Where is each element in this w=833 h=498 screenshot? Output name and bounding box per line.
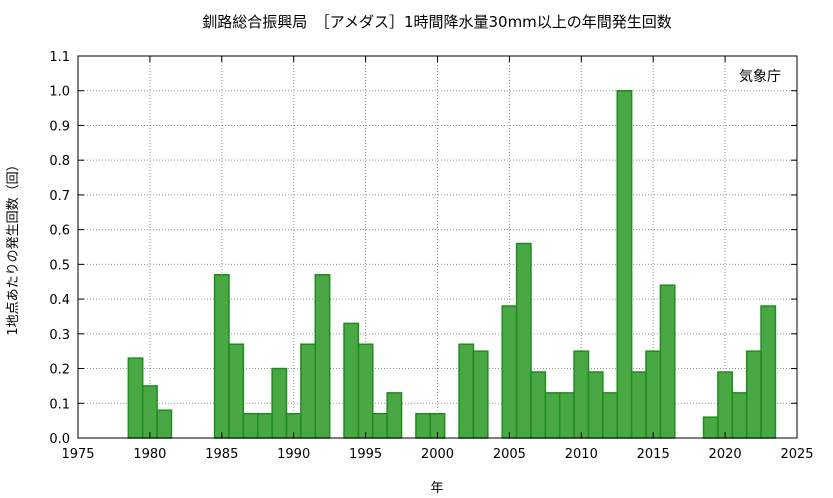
- x-tick-label: 2025: [780, 447, 813, 462]
- bar-1979: [127, 357, 144, 439]
- bar-2010: [573, 350, 590, 439]
- bar-1995: [357, 343, 374, 439]
- x-tick-label: 1985: [205, 447, 238, 462]
- bar-2009: [558, 392, 575, 439]
- bar-2020: [717, 371, 734, 439]
- y-tick-labels: 0.0 0.1 0.2 0.3 0.4 0.5 0.6 0.7 0.8 0.9 1.0 1.1: [49, 50, 70, 447]
- bar-1988: [257, 412, 273, 439]
- x-tick-label: 1995: [349, 447, 382, 462]
- bar-2012: [602, 392, 618, 439]
- y-axis-label: 1地点あたりの発生回数（回）: [6, 158, 21, 335]
- y-tick-label: 1.0: [49, 85, 70, 100]
- bar-2003: [472, 350, 489, 439]
- bar-2007: [530, 371, 547, 439]
- bar-2023: [760, 305, 777, 439]
- x-tick-label: 2000: [421, 447, 454, 462]
- bar-2011: [587, 371, 604, 439]
- y-tick-label: 0.7: [49, 189, 70, 204]
- y-tick-label: 0.2: [49, 363, 70, 378]
- x-tick-label: 2015: [637, 447, 670, 462]
- y-tick-label: 0.5: [49, 258, 70, 273]
- x-tick-label: 1980: [133, 447, 166, 462]
- bar-2014: [630, 371, 647, 439]
- bar-1981: [156, 409, 173, 439]
- x-tick-label: 1975: [61, 447, 94, 462]
- bar-1985: [213, 274, 230, 439]
- bar-1992: [314, 274, 331, 439]
- bar-2005: [501, 305, 518, 439]
- bar-2015: [645, 350, 662, 439]
- bar-2013: [616, 89, 633, 439]
- y-tick-label: 0.8: [49, 154, 70, 169]
- bar-1996: [372, 412, 388, 439]
- bar-2006: [515, 242, 532, 439]
- bar-2019: [702, 416, 719, 439]
- y-tick-label: 0.9: [49, 119, 70, 134]
- y-tick-label: 0.1: [49, 397, 70, 412]
- x-tick-labels: 1975 1980 1985 1990 1995 2000 2005 2010 2015 2020…: [61, 447, 813, 462]
- x-tick-label: 2010: [565, 447, 598, 462]
- bar-1997: [386, 392, 403, 439]
- bar-2021: [731, 392, 748, 439]
- bar-1994: [343, 322, 360, 439]
- y-tick-label: 1.1: [49, 50, 70, 65]
- grid: [78, 56, 797, 438]
- x-tick-label: 2020: [709, 447, 742, 462]
- y-tick-label: 0.3: [49, 328, 70, 343]
- chart-title: 釧路総合振興局 ［アメダス］1時間降水量30mm以上の年間発生回数: [202, 13, 672, 31]
- bar-1991: [300, 343, 317, 439]
- y-tick-label: 0.6: [49, 224, 70, 239]
- y-tick-label: 0.0: [49, 432, 70, 447]
- x-tick-label: 1990: [277, 447, 310, 462]
- y-tick-label: 0.4: [49, 293, 70, 308]
- bar-2022: [745, 350, 762, 439]
- bar-1986: [228, 343, 245, 439]
- bar-2016: [659, 284, 676, 439]
- bar-2002: [458, 343, 475, 439]
- bar-1987: [242, 412, 259, 439]
- ticks: [77, 55, 798, 439]
- bar-2008: [544, 392, 561, 439]
- bar-1980: [141, 385, 158, 439]
- bar-1989: [271, 367, 288, 439]
- x-tick-label: 2005: [493, 447, 526, 462]
- x-axis-label: 年: [430, 481, 443, 496]
- source-note: 気象庁: [739, 69, 781, 85]
- bar-1999: [415, 412, 432, 439]
